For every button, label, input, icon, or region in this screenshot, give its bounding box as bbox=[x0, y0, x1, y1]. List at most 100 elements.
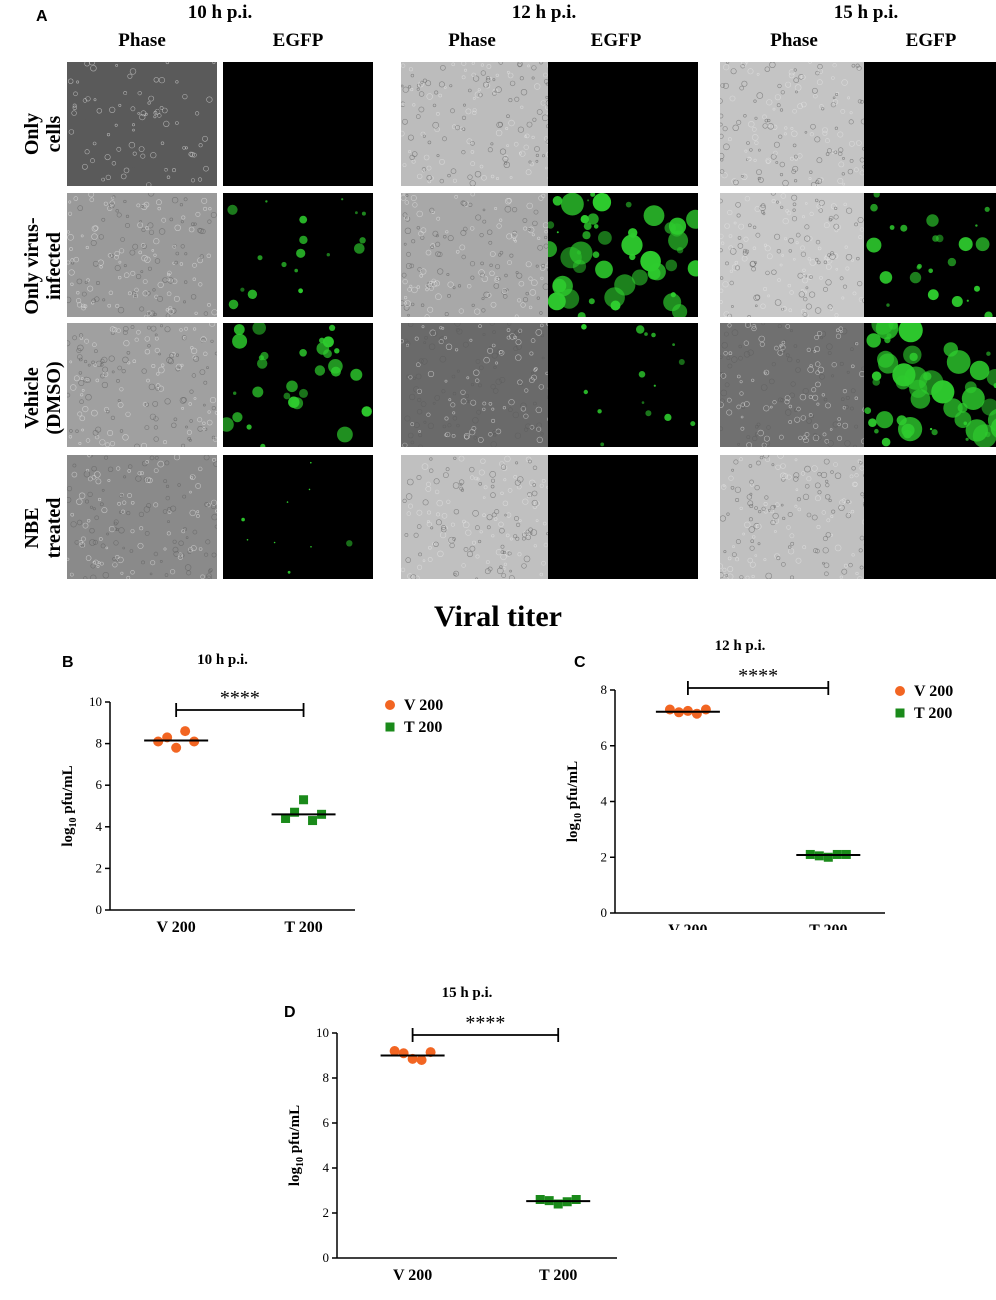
egfp-image-row2-t2 bbox=[548, 193, 698, 317]
data-point-t-200 bbox=[823, 852, 833, 862]
column-head-egfp-12h: EGFP bbox=[590, 30, 642, 51]
legend-marker-square bbox=[895, 708, 905, 718]
chart-c: 12 h p.i. 0 2 4 6 8 log10 pfu/mL V 200 T 200 ****… bbox=[565, 638, 953, 930]
phase-image-row1-t1 bbox=[67, 62, 217, 186]
phase-image-row1-t2 bbox=[401, 62, 551, 186]
y-tick-label: 2 bbox=[601, 849, 608, 864]
data-point-v-200 bbox=[700, 704, 711, 715]
y-tick-label: 0 bbox=[601, 905, 608, 920]
data-point-t-200 bbox=[308, 816, 318, 826]
y-tick-label: 0 bbox=[323, 1250, 330, 1265]
y-tick-label: 2 bbox=[96, 860, 103, 875]
y-tick-label: 8 bbox=[601, 682, 608, 697]
phase-image-row3-t3 bbox=[720, 323, 870, 447]
phase-image-row3-t2 bbox=[401, 323, 551, 447]
chart-b: 10 h p.i. 0 2 4 6 8 10 log10 pfu/mL V 200 T 200 **… bbox=[60, 652, 443, 936]
y-tick-label: 2 bbox=[323, 1205, 330, 1220]
row-label-line1: NBE bbox=[21, 507, 43, 549]
row-label-vehicle-dmso: Vehicle (DMSO) bbox=[21, 336, 65, 460]
x-tick-label: V 200 bbox=[668, 922, 707, 930]
y-tick-label: 6 bbox=[601, 738, 608, 753]
legend-marker-circle bbox=[385, 700, 395, 710]
x-tick-label: T 200 bbox=[539, 1267, 577, 1284]
egfp-image-row2-t1 bbox=[223, 193, 373, 317]
data-point-v-200 bbox=[189, 736, 200, 747]
data-point-t-200 bbox=[299, 795, 309, 805]
phase-image-row4-t1 bbox=[67, 455, 217, 579]
legend-marker-square bbox=[385, 722, 395, 732]
y-tick-label: 4 bbox=[601, 794, 608, 809]
viral-titer-title: Viral titer bbox=[434, 600, 562, 633]
egfp-image-row4-t2 bbox=[548, 455, 698, 579]
phase-image-row1-t3 bbox=[720, 62, 870, 186]
y-tick-label: 4 bbox=[323, 1160, 330, 1175]
egfp-image-row1-t3 bbox=[864, 62, 996, 186]
egfp-image-row3-t2 bbox=[548, 323, 698, 447]
chart-title: 10 h p.i. bbox=[197, 652, 248, 668]
row-label-line2: treated bbox=[43, 497, 65, 559]
egfp-image-row1-t1 bbox=[223, 62, 373, 186]
panel-c-letter: C bbox=[574, 654, 586, 671]
data-point-v-200 bbox=[153, 736, 164, 747]
data-point-v-200 bbox=[398, 1048, 409, 1059]
column-head-phase-15h: Phase bbox=[770, 30, 818, 51]
row-label-line1: Only virus- bbox=[21, 217, 43, 315]
legend-label: V 200 bbox=[914, 683, 953, 700]
egfp-image-row3-t1 bbox=[223, 323, 373, 447]
legend-label: T 200 bbox=[914, 705, 952, 722]
y-tick-label: 0 bbox=[96, 902, 103, 917]
data-point-v-200 bbox=[389, 1046, 400, 1056]
timepoint-title-12h: 12 h p.i. bbox=[511, 2, 577, 23]
data-point-t-200 bbox=[290, 807, 300, 817]
egfp-image-row3-t3 bbox=[864, 323, 996, 447]
y-tick-label: 10 bbox=[316, 1025, 329, 1040]
chart-title: 12 h p.i. bbox=[715, 638, 766, 654]
data-point-v-200 bbox=[171, 742, 182, 753]
y-tick-label: 10 bbox=[89, 694, 102, 709]
row-label-line1: Only bbox=[21, 112, 43, 156]
row-label-nbe-treated: NBE treated bbox=[21, 466, 65, 590]
significance-stars: **** bbox=[220, 687, 260, 709]
column-head-phase-10h: Phase bbox=[118, 30, 166, 51]
x-tick-label: V 200 bbox=[157, 919, 196, 936]
row-label-line1: Vehicle bbox=[21, 367, 43, 429]
egfp-image-row2-t3 bbox=[864, 193, 996, 317]
data-point-t-200 bbox=[281, 813, 291, 823]
x-tick-label: T 200 bbox=[809, 922, 847, 930]
data-point-t-200 bbox=[535, 1195, 545, 1204]
legend-marker-circle bbox=[895, 686, 905, 696]
legend-label: V 200 bbox=[404, 697, 443, 714]
significance-stars: **** bbox=[738, 665, 778, 687]
y-tick-label: 4 bbox=[96, 819, 103, 834]
data-point-v-200 bbox=[416, 1055, 427, 1065]
panel-b-letter: B bbox=[62, 654, 74, 671]
y-tick-label: 6 bbox=[323, 1115, 330, 1130]
y-axis-label: log10 pfu/mL bbox=[565, 761, 584, 842]
row-label-line2: infected bbox=[43, 232, 65, 300]
phase-image-row2-t1 bbox=[67, 193, 217, 317]
egfp-image-row4-t1 bbox=[223, 455, 373, 579]
y-tick-label: 6 bbox=[96, 777, 103, 792]
x-tick-label: T 200 bbox=[284, 919, 322, 936]
x-tick-label: V 200 bbox=[393, 1267, 432, 1284]
timepoint-title-15h: 15 h p.i. bbox=[833, 2, 899, 23]
row-label-line2: (DMSO) bbox=[43, 361, 65, 435]
chart-title: 15 h p.i. bbox=[442, 985, 493, 1001]
column-head-phase-12h: Phase bbox=[448, 30, 496, 51]
data-point-v-200 bbox=[180, 726, 191, 737]
data-point-t-200 bbox=[571, 1195, 581, 1204]
data-point-t-200 bbox=[553, 1199, 563, 1209]
panel-a-letter: A bbox=[36, 8, 48, 25]
row-label-only-virus-infected: Only virus- infected bbox=[21, 204, 65, 328]
significance-stars: **** bbox=[465, 1012, 505, 1034]
y-axis-label: log10 pfu/mL bbox=[60, 765, 79, 846]
phase-image-row4-t2 bbox=[401, 455, 551, 579]
y-tick-label: 8 bbox=[96, 736, 103, 751]
phase-image-row2-t3 bbox=[720, 193, 870, 317]
column-head-egfp-10h: EGFP bbox=[272, 30, 324, 51]
y-tick-label: 8 bbox=[323, 1070, 330, 1085]
phase-image-row4-t3 bbox=[720, 455, 870, 579]
phase-image-row3-t1 bbox=[67, 323, 217, 447]
data-point-v-200 bbox=[664, 704, 675, 715]
column-head-egfp-15h: EGFP bbox=[905, 30, 957, 51]
